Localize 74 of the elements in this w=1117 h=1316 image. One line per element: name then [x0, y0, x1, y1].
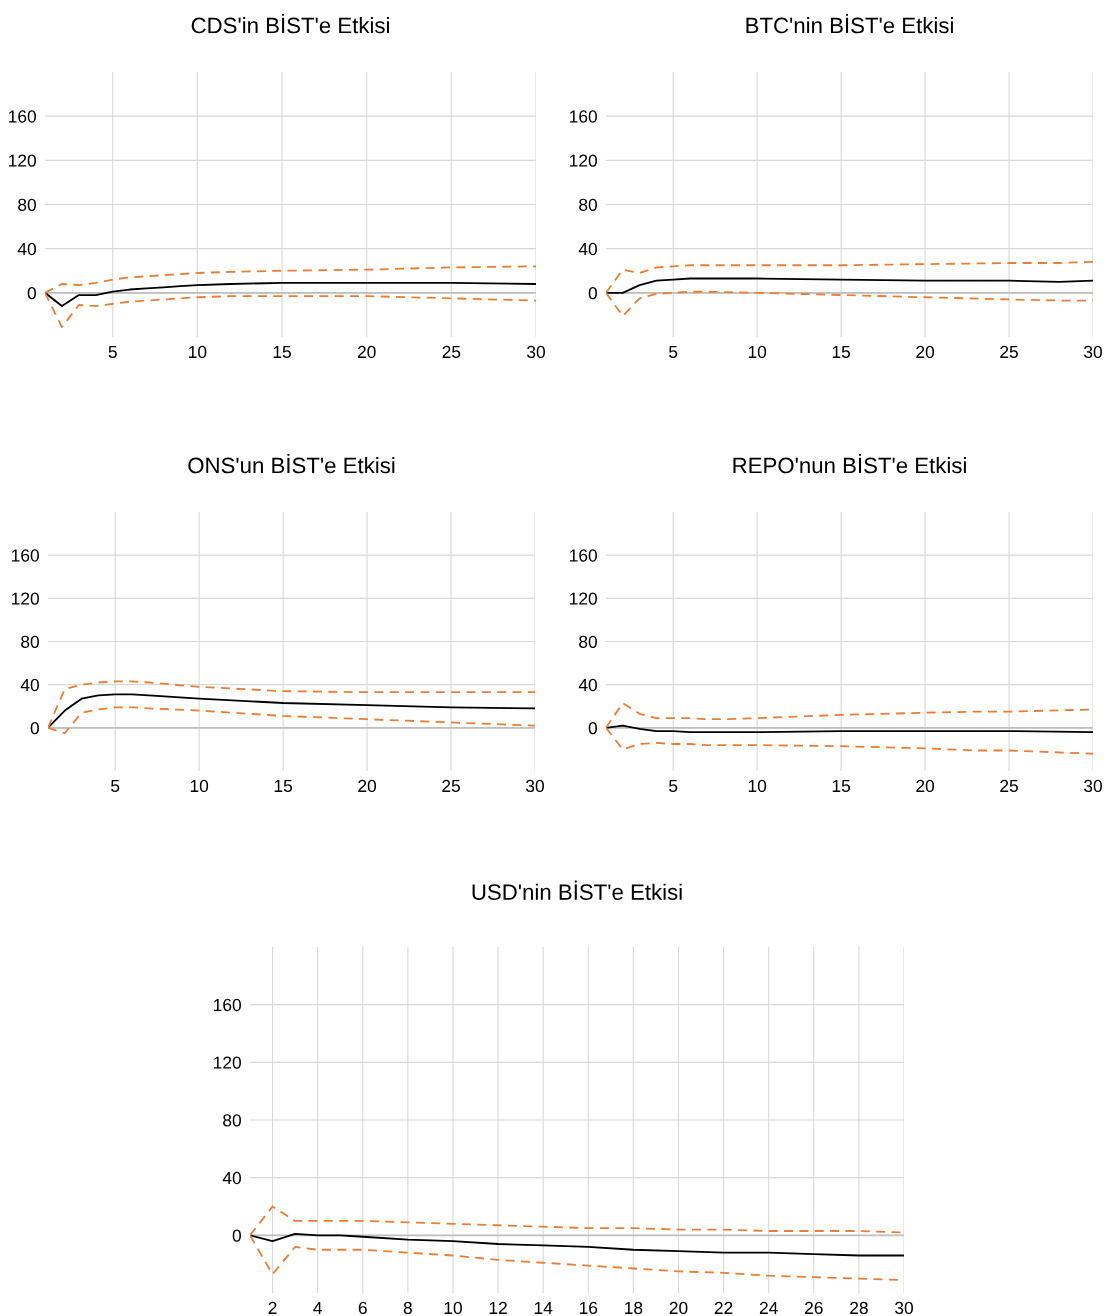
line-series: [606, 277, 1093, 294]
x-tick-label: 25: [442, 779, 460, 793]
line-series: [48, 693, 535, 729]
x-tick-label: 10: [748, 345, 767, 359]
y-tick-label: 160: [570, 549, 597, 562]
chart-title: BTC'nin BİST'e Etkisi: [746, 13, 953, 34]
y-tick-label: 80: [21, 635, 39, 648]
y-tick-label: 40: [222, 1171, 241, 1185]
y-tick-label: 80: [223, 1114, 241, 1127]
y-tick-label: 120: [570, 154, 597, 167]
chart-title: REPO'nun BİST'e Etkisi: [733, 453, 966, 474]
x-tick-label: 5: [111, 779, 120, 793]
chart-title: CDS'in BİST'e Etkisi: [191, 13, 389, 34]
x-tick-label: 22: [714, 1301, 733, 1314]
x-tick-label: 6: [358, 1301, 367, 1315]
x-tick-label: 5: [108, 345, 117, 359]
y-tick-label: 0: [588, 722, 597, 735]
y-tick-label: 120: [570, 592, 597, 605]
x-tick-label: 25: [442, 345, 461, 359]
y-tick-label: 120: [214, 1056, 241, 1069]
y-tick-label: 0: [588, 287, 597, 300]
x-tick-label: 15: [832, 779, 851, 793]
x-tick-label: 10: [190, 779, 209, 793]
x-tick-label: 24: [759, 1301, 778, 1314]
x-tick-label: 2: [268, 1301, 277, 1314]
y-tick-label: 160: [9, 110, 36, 123]
x-tick-label: 8: [403, 1301, 412, 1315]
x-tick-label: 30: [1084, 345, 1102, 359]
y-tick-label: 120: [12, 592, 39, 605]
x-tick-label: 15: [273, 345, 291, 359]
y-tick-label: 160: [12, 549, 39, 562]
y-tick-label: 40: [578, 242, 597, 256]
x-tick-label: 10: [444, 1301, 462, 1315]
chart-title: USD'nin BİST'e Etkisi: [472, 880, 682, 900]
x-tick-label: 30: [1084, 779, 1102, 793]
x-tick-label: 5: [669, 345, 678, 359]
line-series: [606, 724, 1093, 734]
x-tick-label: 20: [669, 1301, 688, 1315]
x-tick-label: 20: [916, 779, 935, 793]
x-tick-label: 12: [489, 1301, 507, 1314]
y-tick-label: 80: [579, 635, 597, 648]
chart-title: ONS'un BİST'e Etkisi: [188, 453, 395, 474]
x-tick-label: 25: [1000, 345, 1018, 359]
y-tick-label: 40: [20, 678, 39, 692]
x-tick-label: 5: [669, 779, 678, 793]
x-tick-label: 30: [526, 779, 544, 793]
x-tick-label: 20: [357, 345, 376, 359]
x-tick-label: 20: [358, 779, 377, 793]
x-tick-label: 14: [534, 1301, 553, 1314]
x-tick-label: 10: [748, 779, 767, 793]
x-tick-label: 20: [916, 345, 935, 359]
y-tick-label: 40: [17, 242, 36, 256]
x-tick-label: 16: [579, 1301, 598, 1315]
x-tick-label: 26: [805, 1301, 823, 1315]
y-tick-label: 80: [18, 198, 36, 211]
x-tick-label: 25: [1000, 779, 1018, 793]
line-series: [45, 281, 536, 307]
y-tick-label: 0: [30, 722, 39, 735]
y-tick-label: 40: [578, 678, 597, 692]
x-tick-label: 10: [189, 345, 207, 359]
x-tick-label: 4: [313, 1301, 322, 1314]
y-tick-label: 80: [579, 198, 597, 211]
x-tick-label: 30: [895, 1301, 913, 1315]
y-tick-label: 0: [27, 287, 36, 300]
y-tick-label: 160: [214, 998, 241, 1012]
x-tick-label: 30: [527, 345, 545, 359]
y-tick-label: 120: [9, 154, 36, 167]
x-tick-label: 18: [625, 1301, 643, 1315]
x-tick-label: 15: [274, 779, 293, 793]
line-series: [250, 1232, 904, 1257]
y-tick-label: 160: [570, 110, 597, 123]
x-tick-label: 15: [832, 345, 851, 359]
y-tick-label: 0: [232, 1229, 241, 1242]
x-tick-label: 28: [850, 1301, 868, 1315]
